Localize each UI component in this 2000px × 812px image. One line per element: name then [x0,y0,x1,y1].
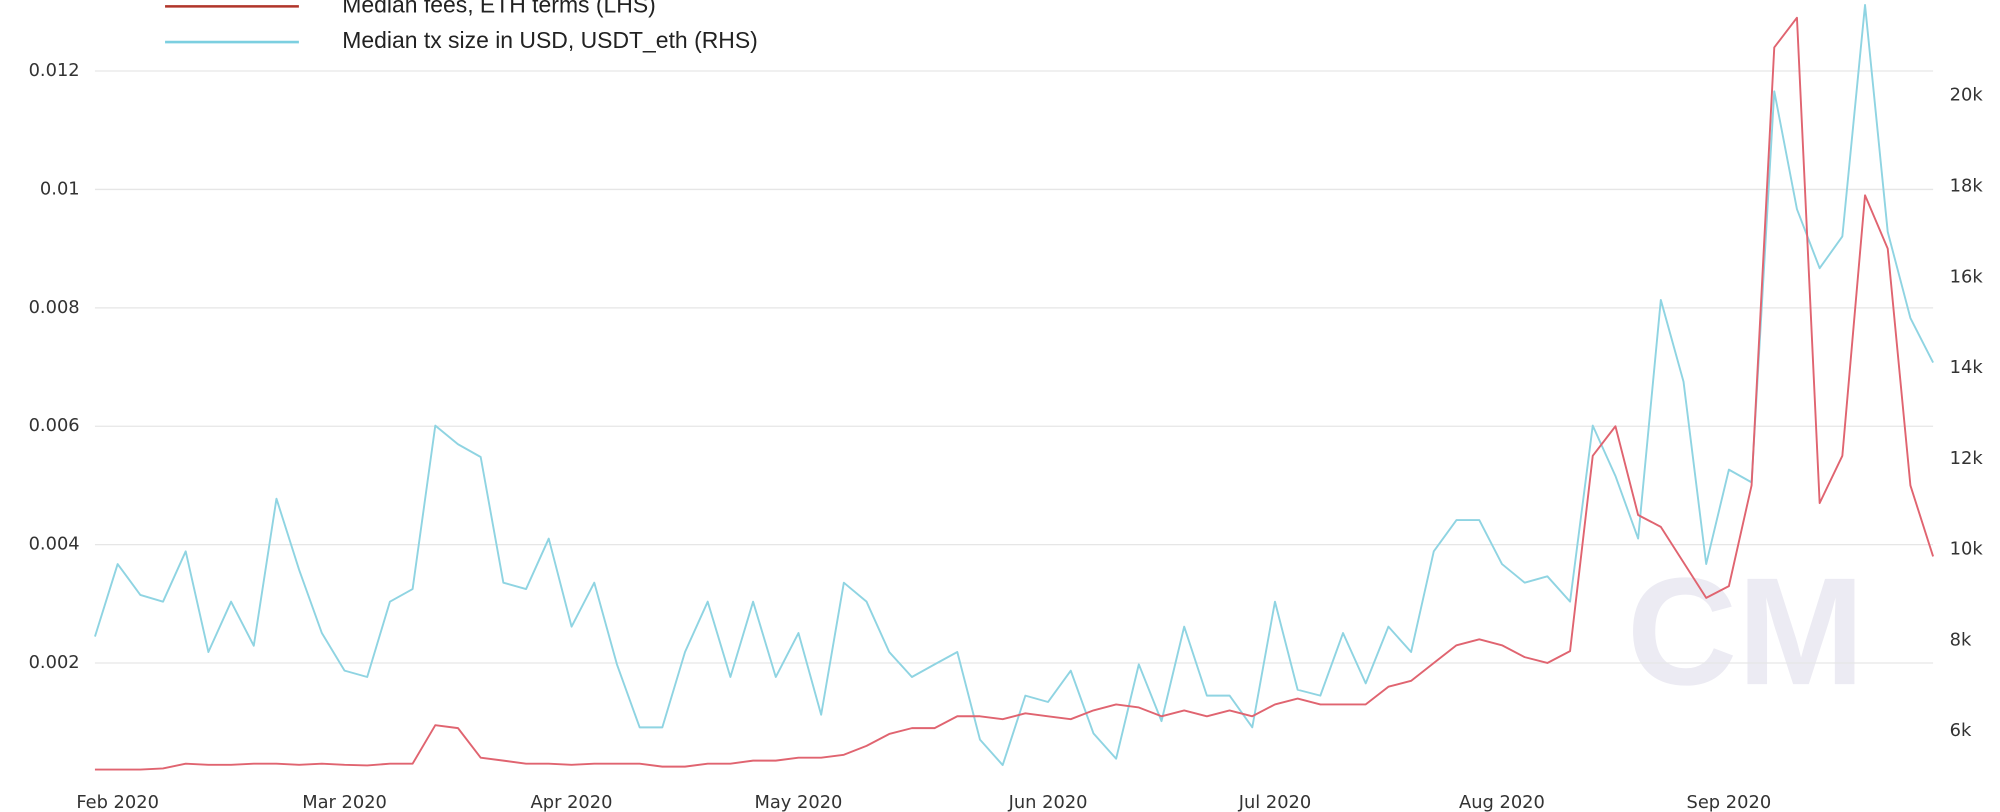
y2-tick-label: 18k [1950,176,1984,197]
y-tick-label: 0.002 [29,652,80,673]
y-tick-label: 0.004 [29,534,80,555]
x-tick-label: May 2020 [754,792,842,812]
watermark: CM [1627,547,1865,717]
x-tick-label: Aug 2020 [1459,792,1545,812]
y2-tick-label: 8k [1950,629,1972,650]
legend-label: Median fees, ETH terms (LHS) [342,0,656,17]
y2-tick-label: 20k [1950,85,1984,106]
y2-tick-label: 16k [1950,266,1984,287]
x-tick-label: Feb 2020 [76,792,159,812]
x-tick-label: Jul 2020 [1238,792,1312,812]
y-tick-label: 0.01 [40,178,80,199]
data-line [94,16,1935,771]
y2-tick-label: 10k [1950,539,1984,560]
y2-tick-label: 12k [1950,448,1984,469]
legend-label: Median tx size in USD, USDT_eth (RHS) [342,27,758,53]
y-tick-label: 0.008 [29,297,80,318]
x-tick-label: Apr 2020 [531,792,613,812]
y-tick-label: 0.012 [29,60,80,81]
x-tick-label: Sep 2020 [1687,792,1772,812]
x-tick-label: Jun 2020 [1008,792,1088,812]
y2-tick-label: 6k [1950,720,1972,741]
x-tick-label: Mar 2020 [302,792,387,812]
y-tick-label: 0.006 [29,415,80,436]
data-line [94,4,1934,767]
y2-tick-label: 14k [1950,357,1984,378]
